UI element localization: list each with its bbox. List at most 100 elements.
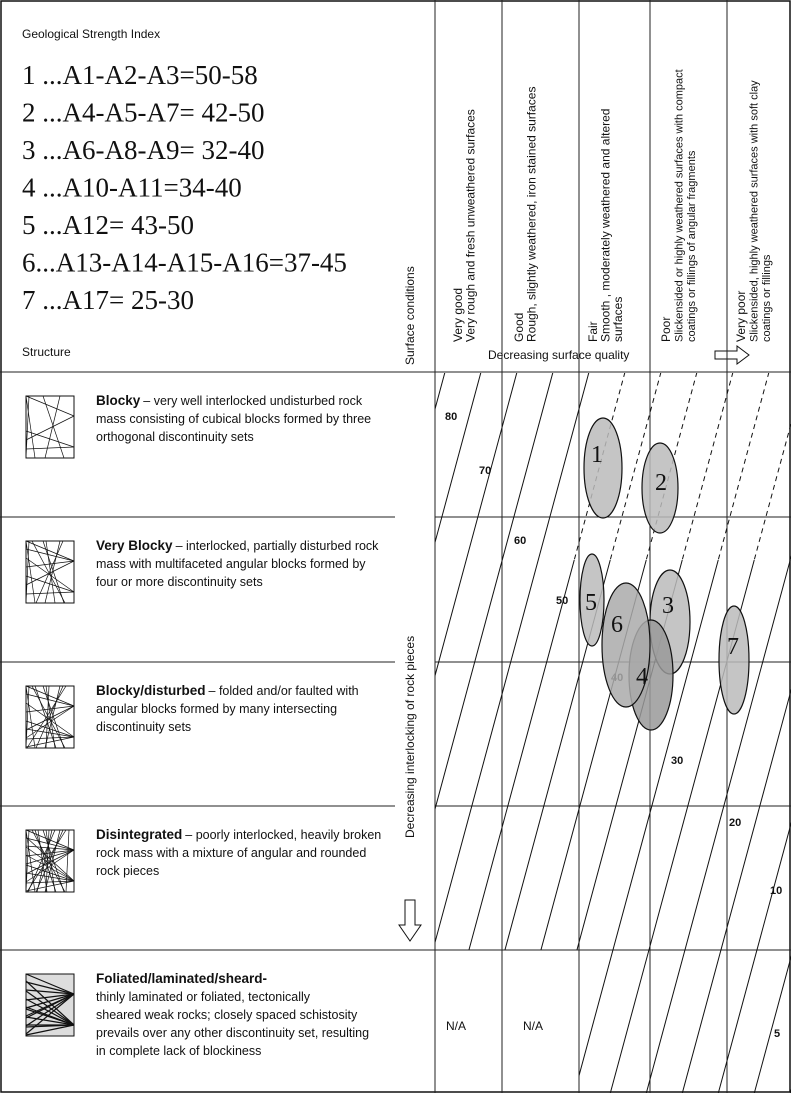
icon-line xyxy=(45,685,50,749)
icon-line xyxy=(25,849,75,857)
icon-line xyxy=(36,829,53,893)
icon-line xyxy=(42,395,65,459)
icon-line xyxy=(25,540,36,604)
icon-line xyxy=(25,849,75,865)
structure-label: Structure xyxy=(22,345,71,359)
structure-line: rock mass with a mixture of angular and … xyxy=(96,846,366,860)
icon-line xyxy=(45,540,56,604)
gsi-zone xyxy=(718,605,750,715)
icon-line xyxy=(25,548,75,562)
column-header-line: Rough, slightly weathered, iron stained … xyxy=(525,87,539,342)
icon-line xyxy=(35,829,64,893)
contour-line xyxy=(435,373,590,1093)
interlock-arrow xyxy=(398,899,422,942)
column-header-line: coatings or fillings xyxy=(761,254,773,342)
contour-line xyxy=(435,373,482,1093)
contour-label: 60 xyxy=(514,535,526,547)
icon-line xyxy=(25,880,75,892)
contour-label: 50 xyxy=(556,595,568,607)
structure-icon xyxy=(25,540,75,604)
icon-line xyxy=(25,998,75,1026)
structure-line: prevails over any other discontinuity se… xyxy=(96,1026,369,1040)
icon-line xyxy=(34,685,57,749)
structure-line: sheared weak rocks; closely spaced schis… xyxy=(96,1008,358,1022)
contour-line xyxy=(435,373,518,1093)
structure-name: Disintegrated xyxy=(96,827,182,842)
structure-name: Very Blocky xyxy=(96,538,173,553)
column-header: Very goodVery rough and fresh unweathere… xyxy=(451,109,478,342)
icon-line xyxy=(25,693,75,707)
contour-label: 5 xyxy=(774,1028,780,1040)
structure-line: – poorly interlocked, heavily broken xyxy=(185,828,381,842)
icon-line xyxy=(25,736,75,740)
icon-line xyxy=(44,395,61,459)
na-label: N/A xyxy=(523,1019,543,1033)
column-header-line: Smooth , moderately weathered and altere… xyxy=(599,109,613,342)
structure-line: rock pieces xyxy=(96,864,159,878)
icon-line xyxy=(25,993,75,1017)
icon-line xyxy=(25,837,75,851)
icon-line xyxy=(42,685,65,749)
contour-line xyxy=(717,373,770,561)
structure-description: Foliated/laminated/sheard-thinly laminat… xyxy=(96,971,369,1058)
structure-description: Blocky – very well interlocked undisturbe… xyxy=(96,393,371,444)
contour-lines xyxy=(435,373,791,1093)
structure-line: – very well interlocked undisturbed rock xyxy=(143,394,363,408)
index-item: 6...A13-A14-A15-A16=37-45 xyxy=(22,248,347,278)
column-header-line: Very good xyxy=(451,288,465,342)
surface-conditions-label: Surface conditions xyxy=(403,266,417,365)
icon-line xyxy=(25,872,75,882)
contour-line xyxy=(681,373,734,561)
icon-line xyxy=(25,705,75,713)
icon-line xyxy=(25,990,75,1026)
structure-description: Very Blocky – interlocked, partially dist… xyxy=(96,538,379,589)
index-item: 3 ...A6-A8-A9= 32-40 xyxy=(22,135,264,165)
icon-line xyxy=(25,993,75,1009)
structure-description: Blocky/disturbed – folded and/or faulted … xyxy=(96,683,359,734)
contour-line xyxy=(753,559,791,1093)
column-header-line: coatings or fillings of angular fragment… xyxy=(686,150,698,342)
structure-icon xyxy=(25,973,75,1037)
surface-quality-label: Decreasing surface quality xyxy=(488,348,629,362)
column-header-line: surfaces xyxy=(611,297,625,342)
structure-line: mass with multifaceted angular blocks fo… xyxy=(96,557,366,571)
icon-line xyxy=(31,540,66,604)
structure-line: discontinuity sets xyxy=(96,720,191,734)
icon-line xyxy=(25,446,75,450)
column-header: GoodRough, slightly weathered, iron stai… xyxy=(512,87,539,342)
structure-icon xyxy=(25,395,75,459)
structure-icon xyxy=(25,829,75,893)
gsi-zone-label: 6 xyxy=(611,612,623,638)
contour-line xyxy=(573,559,719,1093)
icon-line xyxy=(25,1016,75,1026)
icon-line xyxy=(44,685,61,749)
contour-label: 70 xyxy=(479,465,491,477)
gsi-zone xyxy=(579,553,605,647)
icon-line xyxy=(37,829,48,893)
icon-line xyxy=(34,829,57,893)
icon-line xyxy=(35,685,64,749)
index-title: Geological Strength Index xyxy=(22,27,160,41)
icon-line xyxy=(25,395,75,417)
gsi-zone-label: 4 xyxy=(636,664,648,690)
gsi-zone xyxy=(601,582,651,708)
icon-line xyxy=(25,705,75,739)
index-item: 4 ...A10-A11=34-40 xyxy=(22,173,242,203)
icon-line xyxy=(25,728,75,738)
gsi-zone-label: 7 xyxy=(727,634,739,660)
icon-line xyxy=(25,993,75,1001)
contour-label: 30 xyxy=(671,755,683,767)
icon-line xyxy=(45,829,50,893)
index-item: 5 ...A12= 43-50 xyxy=(22,210,194,240)
icon-line xyxy=(25,849,75,883)
icon-line xyxy=(25,993,75,1035)
structure-line: thinly laminated or foliated, tectonical… xyxy=(96,990,311,1004)
icon-line xyxy=(42,540,65,604)
icon-line xyxy=(25,591,75,595)
icon-line xyxy=(25,973,75,995)
icon-line xyxy=(26,685,67,749)
structure-icon xyxy=(25,685,75,749)
icon-line xyxy=(25,395,36,459)
